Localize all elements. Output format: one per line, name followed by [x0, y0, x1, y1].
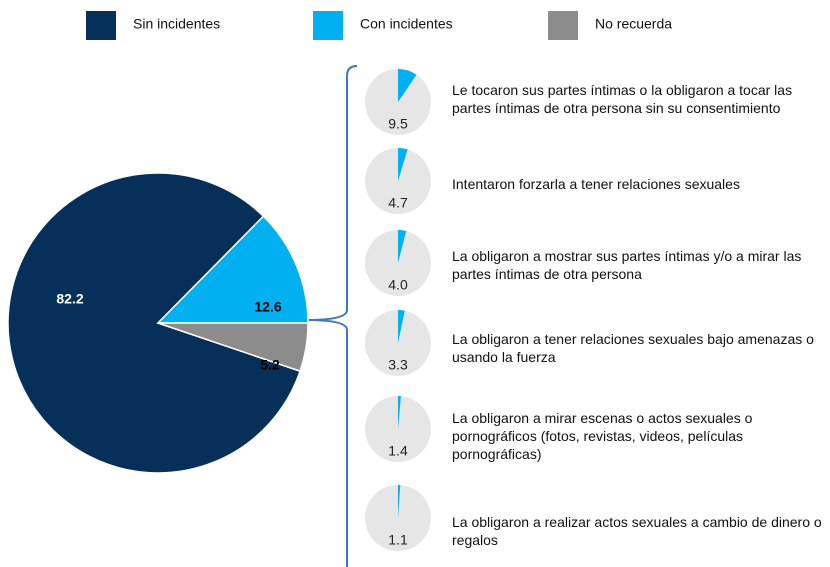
legend-swatch — [86, 11, 116, 40]
data-label: 1.1 — [388, 532, 408, 548]
data-label: 4.7 — [388, 195, 408, 211]
data-label: 4.0 — [388, 277, 408, 293]
category-label: La obligaron a realizar actos sexuales a… — [452, 514, 822, 548]
data-label: 9.5 — [388, 116, 408, 132]
legend-label: No recuerda — [595, 16, 672, 32]
category-label: La obligaron a mirar escenas o actos sex… — [452, 410, 753, 462]
legend-swatch — [313, 11, 343, 40]
small-pie-slice — [398, 69, 417, 102]
small-pie-slice — [398, 230, 407, 263]
data-label: 12.6 — [254, 299, 281, 315]
category-label: La obligaron a tener relaciones sexuales… — [452, 331, 814, 365]
category-label: Le tocaron sus partes íntimas o la oblig… — [452, 82, 793, 116]
bracket — [306, 65, 358, 567]
pie-slice — [157, 322, 309, 373]
pie-slice — [7, 172, 302, 474]
data-label: 82.2 — [56, 291, 83, 307]
small-pie-slice — [398, 148, 408, 181]
data-label: 3.3 — [388, 357, 408, 373]
small-pie-slice — [398, 485, 401, 518]
legend-swatch — [548, 11, 578, 40]
small-pie-slice — [398, 310, 405, 343]
small-pie-slice — [398, 396, 401, 429]
legend-label: Sin incidentes — [133, 16, 220, 32]
legend-label: Con incidentes — [360, 16, 453, 32]
data-label: 5.2 — [260, 357, 280, 373]
category-label: Intentaron forzarla a tener relaciones s… — [452, 176, 740, 192]
data-label: 1.4 — [388, 443, 408, 459]
category-label: La obligaron a mostrar sus partes íntima… — [452, 248, 802, 282]
pie-slice — [156, 215, 309, 324]
